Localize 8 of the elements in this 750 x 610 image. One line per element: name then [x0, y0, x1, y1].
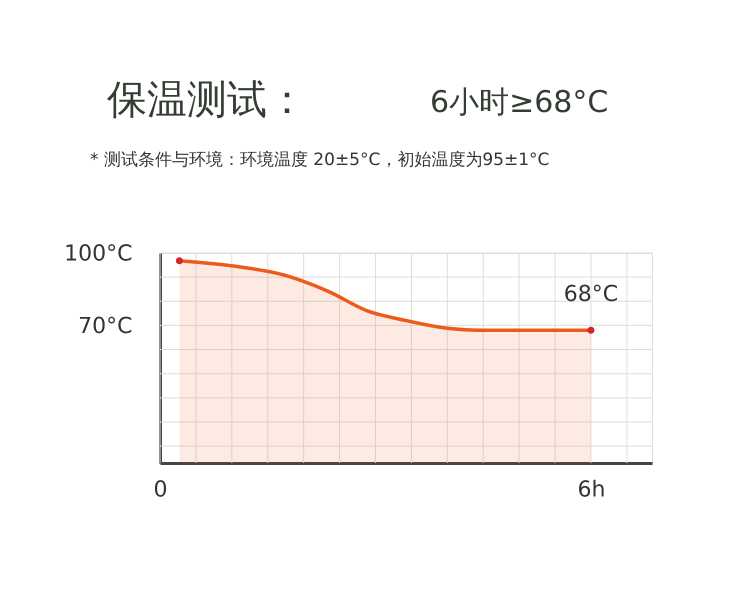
y-tick-label: 70°C — [78, 314, 132, 339]
text: 6小时≥68°C — [430, 85, 608, 120]
y-tick-label: 100°C — [64, 242, 132, 266]
x-tick-label: 6h — [577, 478, 606, 502]
annotation: 68°C — [564, 282, 618, 308]
chart-title: 保温测试： — [107, 77, 307, 123]
chart-subtitle: * 测试条件与环境：环境温度 20±5°C，初始温度为95±1°C — [90, 150, 550, 170]
x-tick-label: 0 — [154, 478, 168, 502]
